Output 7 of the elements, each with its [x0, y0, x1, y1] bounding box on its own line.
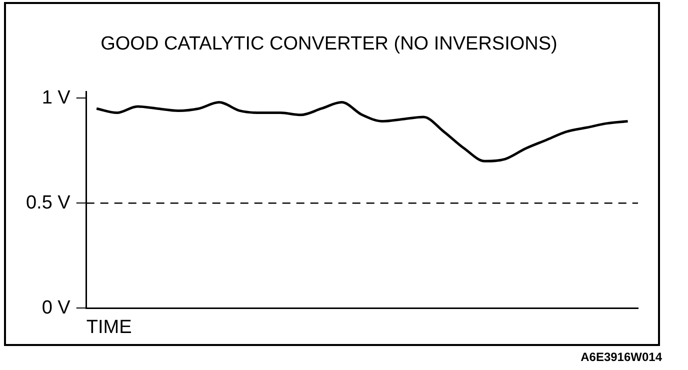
y-tick-label: 0.5 V: [26, 192, 71, 214]
y-tick-label: 1 V: [42, 87, 71, 108]
y-tick-label: 0 V: [42, 297, 71, 318]
x-axis-title: TIME: [86, 316, 132, 338]
line-series: [95, 101, 630, 162]
text: A6E3916W014: [580, 350, 662, 364]
chart-title: GOOD CATALYTIC CONVERTER (NO INVERSIONS): [100, 34, 558, 55]
